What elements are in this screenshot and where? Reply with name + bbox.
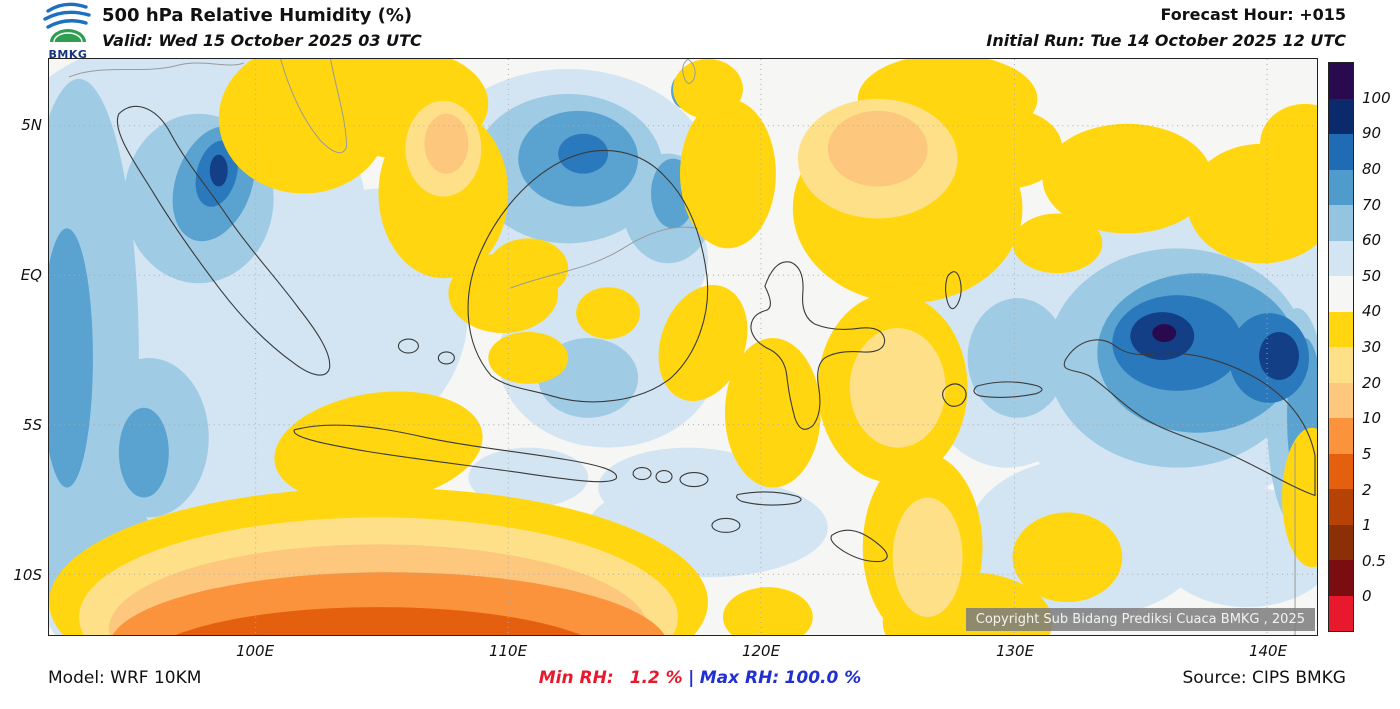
colorbar-segment xyxy=(1329,347,1353,383)
minmax-readout: Min RH: 1.2 % | Max RH: 100.0 % xyxy=(539,668,862,688)
colorbar-tick-label: 40 xyxy=(1362,302,1382,321)
colorbar-tick-label: 10 xyxy=(1362,409,1382,428)
colorbar-tick-label: 2 xyxy=(1362,480,1372,499)
colorbar-segment xyxy=(1329,524,1353,560)
colorbar-tick-label: 5 xyxy=(1362,444,1372,463)
bmkg-logo: BMKG xyxy=(40,2,96,61)
colorbar-ticks: 100 90 80 70 60 50 40 30 20 10 5 2 1 0.5 0 xyxy=(1362,62,1400,632)
bmkg-logo-icon xyxy=(43,2,91,43)
colorbar-tick-label: 20 xyxy=(1362,373,1382,392)
lat-label-5n: 5N xyxy=(21,116,42,134)
lon-label-130e: 130E xyxy=(995,642,1035,660)
colorbar-segment xyxy=(1329,489,1353,525)
lat-label-5s: 5S xyxy=(22,416,42,434)
colorbar-segment xyxy=(1329,240,1353,276)
colorbar-segment xyxy=(1329,382,1353,418)
page-title: 500 hPa Relative Humidity (%) xyxy=(102,5,413,26)
colorbar-segment xyxy=(1329,205,1353,241)
colorbar-segment xyxy=(1329,311,1353,347)
minmax-separator: | xyxy=(688,668,695,688)
colorbar-segment xyxy=(1329,98,1353,134)
colorbar-segment xyxy=(1329,276,1353,312)
colorbar-tick-label: 80 xyxy=(1362,159,1382,178)
colorbar-segment xyxy=(1329,169,1353,205)
lon-label-110e: 110E xyxy=(488,642,528,660)
lon-label-140e: 140E xyxy=(1248,642,1288,660)
colorbar-tick-label: 90 xyxy=(1362,124,1382,143)
colorbar-segment xyxy=(1329,560,1353,596)
colorbar-segment xyxy=(1329,418,1353,454)
initial-run: Initial Run: Tue 14 October 2025 12 UTC xyxy=(986,31,1346,50)
source-label: Source: CIPS BMKG xyxy=(1182,668,1346,688)
lon-label-120e: 120E xyxy=(741,642,781,660)
map-plot: Copyright Sub Bidang Prediksi Cuaca BMKG… xyxy=(48,58,1318,636)
rh-contour-map xyxy=(49,59,1317,635)
colorbar-tick-label: 100 xyxy=(1362,88,1391,107)
colorbar-tick-label: 30 xyxy=(1362,338,1382,356)
rh-band-2-5 xyxy=(175,607,582,635)
min-rh-label: Min RH: xyxy=(538,668,614,688)
colorbar-segment xyxy=(1329,134,1353,170)
colorbar-tick-label: 0.5 xyxy=(1362,551,1386,570)
lon-label-100e: 100E xyxy=(235,642,275,660)
forecast-hour: Forecast Hour: +015 xyxy=(1160,5,1346,24)
colorbar-tick-label: 50 xyxy=(1362,266,1382,285)
colorbar-segment xyxy=(1329,63,1353,99)
max-rh-value: 100.0 % xyxy=(784,668,862,688)
max-rh-label: Max RH: xyxy=(699,668,780,688)
copyright-notice: Copyright Sub Bidang Prediksi Cuaca BMKG… xyxy=(965,608,1315,631)
coastlines xyxy=(116,105,1316,563)
valid-time: Valid: Wed 15 October 2025 03 UTC xyxy=(102,31,422,50)
model-label: Model: WRF 10KM xyxy=(48,668,202,688)
bmkg-logo-text: BMKG xyxy=(48,48,88,61)
gridlines xyxy=(49,59,1317,635)
rh-band-over-100 xyxy=(1152,324,1177,343)
foreign-coastlines xyxy=(68,59,1296,635)
min-rh-value: 1.2 % xyxy=(629,668,683,688)
lat-label-10s: 10S xyxy=(13,566,42,584)
colorbar-tick-label: 1 xyxy=(1362,516,1372,535)
lat-label-eq: EQ xyxy=(20,266,42,284)
colorbar-tick-label: 0 xyxy=(1362,587,1372,606)
colorbar-tick-label: 70 xyxy=(1362,195,1382,214)
colorbar-tick-label: 60 xyxy=(1362,231,1382,250)
colorbar-segment xyxy=(1329,595,1353,631)
colorbar xyxy=(1328,62,1354,632)
colorbar-segment xyxy=(1329,453,1353,489)
